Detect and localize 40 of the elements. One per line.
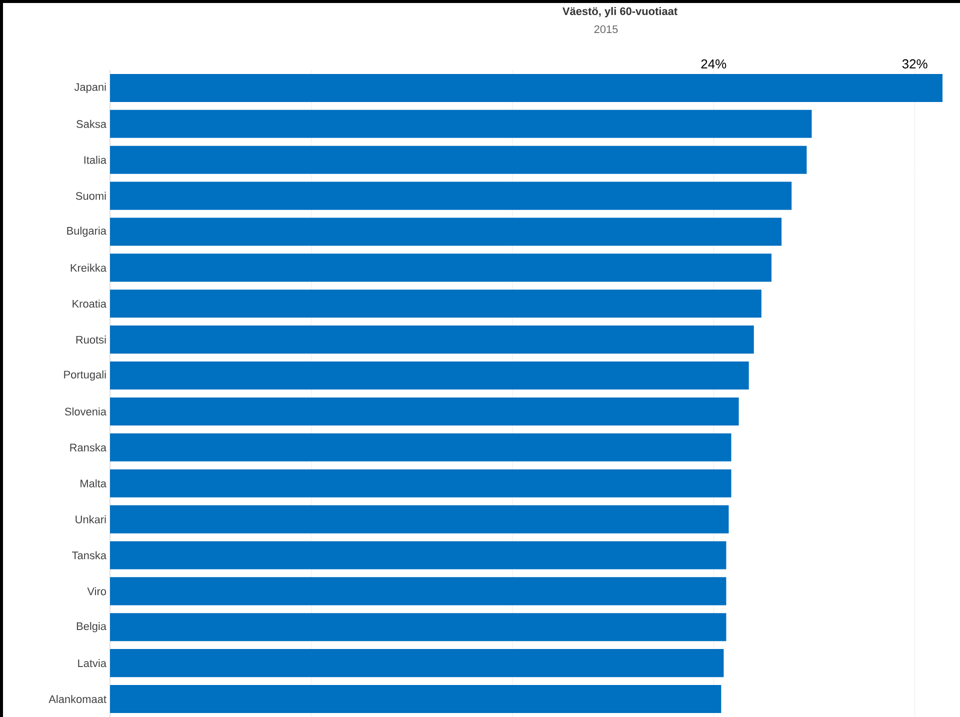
x-tick-label: 32% — [902, 59, 928, 68]
bar — [110, 397, 739, 426]
y-tick-label: Belgia — [76, 622, 106, 632]
y-tick-label: Italia — [84, 156, 106, 164]
bar — [110, 613, 726, 642]
bar — [110, 146, 807, 174]
y-tick-label: Suomi — [76, 192, 106, 200]
y-tick-label: Tanska — [72, 551, 106, 560]
y-tick-label: Kreikka — [70, 264, 106, 272]
y-tick-label: Slovenia — [64, 407, 106, 416]
bar — [110, 290, 762, 318]
x-tick-label: 24% — [701, 59, 726, 68]
y-tick-label: Alankomaat — [48, 695, 106, 704]
bar — [110, 74, 942, 102]
bar — [110, 182, 792, 210]
bar — [110, 505, 729, 534]
y-tick-label: Kroatia — [72, 300, 106, 308]
y-tick-label: Bulgaria — [67, 226, 106, 237]
bar — [110, 254, 772, 282]
bar — [110, 541, 726, 570]
y-tick-label: Latvia — [78, 659, 106, 668]
bar — [110, 649, 724, 678]
chart-title: Väestö, yli 60-vuotiaat — [562, 7, 678, 18]
bar — [110, 685, 722, 714]
bar — [110, 362, 749, 390]
bar — [110, 433, 732, 462]
y-tick-label: Ranska — [70, 443, 106, 452]
bar — [110, 326, 754, 354]
y-tick-label: Saksa — [76, 120, 106, 128]
y-tick-label: Ruotsi — [76, 336, 106, 344]
bar — [110, 218, 782, 246]
y-tick-label: Viro — [87, 587, 106, 596]
bar — [110, 110, 812, 138]
bar — [110, 577, 726, 606]
y-tick-label: Unkari — [76, 515, 106, 524]
y-tick-label: Portugali — [64, 370, 106, 381]
y-tick-label: Japani — [74, 82, 106, 94]
bar — [110, 469, 732, 498]
y-tick-label: Malta — [80, 479, 106, 488]
chart-subtitle: 2015 — [594, 25, 618, 34]
